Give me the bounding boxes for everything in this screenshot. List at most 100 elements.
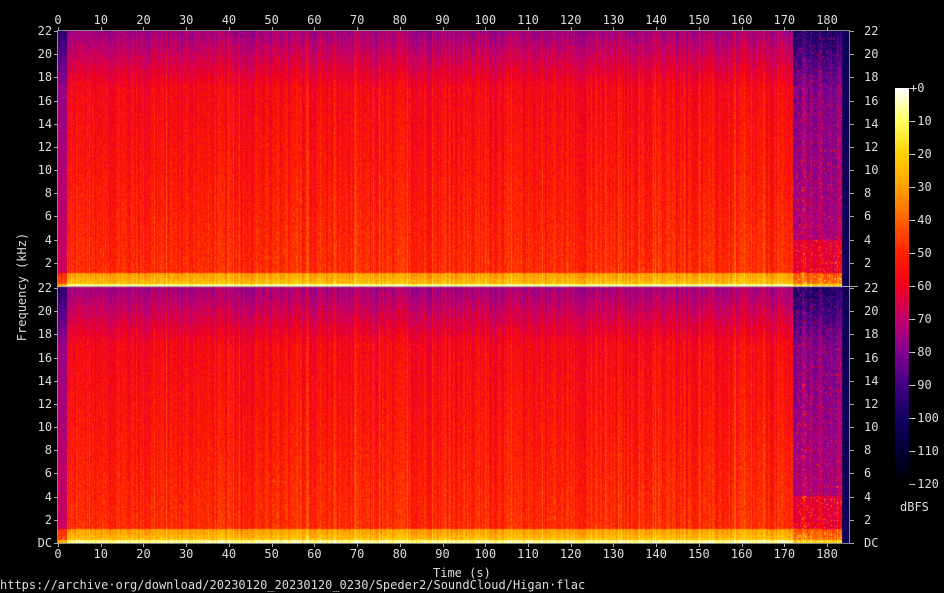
y-tick-label-right: 10 [864, 420, 879, 435]
y-tick-label-right: 8 [864, 443, 872, 458]
colorbar-tick-label: -80 [910, 345, 932, 359]
y-tick-label-right: 2 [864, 512, 872, 527]
x-tick-label-bottom: 0 [54, 547, 62, 561]
x-tick-label-top: 40 [221, 13, 237, 27]
y-tick-label-left: 6 [44, 466, 53, 481]
colorbar-tick [909, 451, 912, 452]
x-tick-label-bottom: 130 [602, 547, 625, 561]
y-tick-label-right: 22 [864, 24, 879, 38]
x-tick-bottom [186, 543, 188, 547]
x-tick-label-bottom: 160 [730, 547, 753, 561]
y-tick-right [850, 100, 854, 102]
x-tick-label-bottom: 20 [136, 547, 151, 561]
y-tick-label-right: 16 [864, 350, 879, 365]
y-tick-label-right: 8 [864, 186, 872, 201]
y-tick-label-left: 6 [44, 209, 53, 224]
x-tick-label-bottom: 50 [264, 547, 279, 561]
y-tick-left [54, 334, 58, 336]
colorbar-tick [909, 88, 912, 89]
x-tick-bottom [314, 543, 316, 547]
y-tick-right [850, 262, 854, 264]
y-tick-right [850, 519, 854, 521]
y-tick-right [850, 427, 854, 429]
x-tick-label-bottom: 80 [392, 547, 408, 561]
y-tick-right [850, 77, 854, 79]
y-tick-label-left: 16 [37, 350, 53, 365]
x-tick-top [100, 27, 102, 31]
y-tick-label-left: 14 [37, 116, 53, 131]
y-tick-label-right: 14 [864, 373, 879, 388]
y-tick-label-right: 6 [864, 209, 872, 224]
x-tick-bottom [656, 543, 658, 547]
x-tick-label-bottom: 90 [435, 547, 450, 561]
x-tick-label-top: 70 [349, 13, 365, 27]
y-tick-label-left: 10 [37, 163, 53, 178]
y-tick-label-left: 8 [44, 186, 53, 201]
x-tick-bottom [100, 543, 102, 547]
y-tick-label-left: 20 [37, 304, 53, 319]
colorbar-label: dBFS [900, 500, 929, 514]
channel-separator [57, 286, 858, 287]
colorbar-tick-label: -20 [910, 147, 932, 161]
x-tick-bottom [228, 543, 230, 547]
x-tick-label-top: 60 [307, 13, 322, 27]
y-tick-label-right: 20 [864, 304, 879, 319]
colorbar [895, 88, 909, 486]
x-tick-label-top: 50 [264, 13, 279, 27]
colorbar-tick-label: -110 [910, 444, 939, 458]
x-tick-top [570, 27, 572, 31]
y-tick-label-left: 16 [37, 93, 53, 108]
x-tick-top [271, 27, 273, 31]
colorbar-tick [909, 220, 912, 221]
x-tick-top [656, 27, 658, 31]
x-tick-bottom [58, 543, 59, 547]
y-tick-left [54, 54, 58, 56]
y-tick-label-left: 12 [37, 396, 53, 411]
y-tick-right [850, 543, 854, 544]
y-tick-label-right: 18 [864, 327, 879, 342]
x-tick-bottom [485, 543, 487, 547]
x-tick-label-top: 160 [730, 13, 753, 27]
y-tick-left [54, 193, 58, 195]
x-tick-bottom [527, 543, 529, 547]
x-tick-label-top: 90 [435, 13, 450, 27]
y-tick-label-left: DC [37, 536, 53, 550]
colorbar-tick-label: -50 [910, 246, 932, 260]
x-tick-label-bottom: 70 [349, 547, 365, 561]
x-tick-label-top: 80 [392, 13, 408, 27]
x-tick-bottom [827, 543, 828, 547]
colorbar-tick [909, 352, 912, 353]
y-tick-right [850, 54, 854, 56]
y-tick-label-left: 22 [37, 281, 53, 295]
x-tick-bottom [741, 543, 743, 547]
y-tick-label-left: 22 [37, 24, 53, 38]
colorbar-tick [909, 253, 912, 254]
y-tick-left [54, 239, 58, 241]
x-tick-label-bottom: 180 [816, 547, 838, 561]
y-tick-label-right: 14 [864, 116, 879, 131]
y-tick-right [850, 216, 854, 218]
y-tick-left [54, 380, 58, 382]
x-tick-top [186, 27, 188, 31]
x-tick-top [228, 27, 230, 31]
y-tick-left [54, 450, 58, 452]
colorbar-tick [909, 484, 912, 485]
x-tick-label-bottom: 60 [307, 547, 322, 561]
colorbar-tick [909, 121, 912, 122]
x-tick-top [527, 27, 529, 31]
x-tick-top [442, 27, 444, 31]
x-tick-top [314, 27, 316, 31]
colorbar-tick-label: -90 [910, 378, 932, 392]
x-tick-label-top: 130 [602, 13, 625, 27]
y-tick-right [850, 496, 854, 498]
x-tick-label-bottom: 10 [93, 547, 108, 561]
colorbar-tick-label: -70 [910, 312, 932, 326]
x-tick-label-top: 140 [645, 13, 667, 27]
colorbar-tick-label: -40 [910, 213, 932, 227]
x-tick-label-top: 100 [474, 13, 497, 27]
x-tick-label-bottom: 170 [773, 547, 796, 561]
y-tick-right [850, 170, 854, 172]
x-tick-label-bottom: 140 [645, 547, 667, 561]
x-tick-top [58, 27, 59, 31]
y-tick-label-right: 16 [864, 93, 879, 108]
